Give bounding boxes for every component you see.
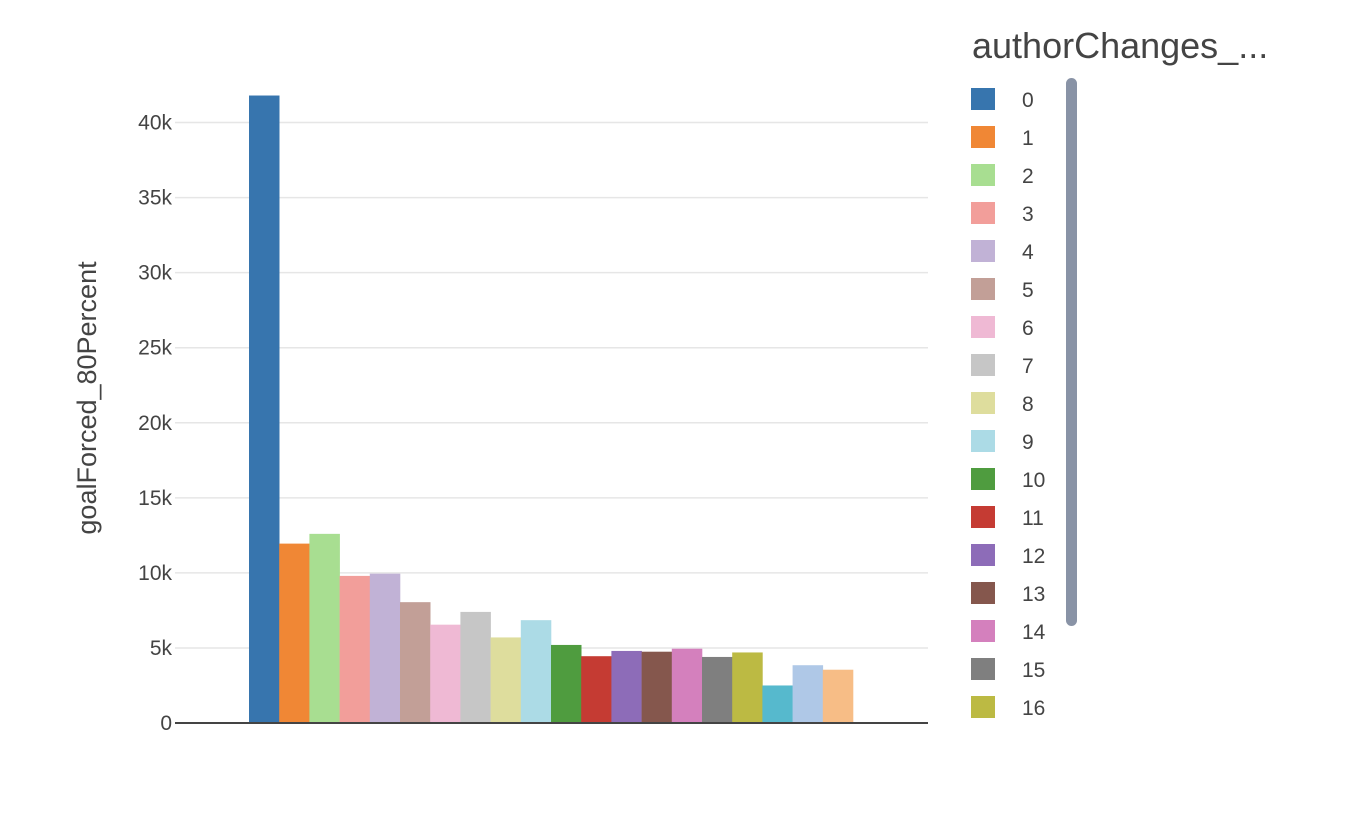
legend-swatch[interactable] — [971, 506, 995, 528]
bar-8[interactable] — [490, 637, 522, 723]
legend-label[interactable]: 5 — [1022, 279, 1034, 302]
legend-swatch[interactable] — [971, 468, 995, 490]
y-tick-label: 15k — [138, 487, 172, 510]
y-tick-label: 30k — [138, 262, 172, 285]
legend-swatch[interactable] — [971, 316, 995, 338]
bar-series-19[interactable] — [822, 669, 854, 723]
legend-label[interactable]: 13 — [1022, 583, 1045, 606]
legend-label[interactable]: 4 — [1022, 241, 1034, 264]
bar-6[interactable] — [430, 624, 461, 723]
bar-9[interactable] — [520, 620, 552, 723]
bar-16[interactable] — [732, 652, 763, 723]
legend-label[interactable]: 9 — [1022, 431, 1034, 454]
bar-5[interactable] — [400, 602, 431, 723]
y-tick-label: 0 — [160, 712, 172, 735]
bar-11[interactable] — [581, 656, 612, 723]
legend-swatch[interactable] — [971, 126, 995, 148]
legend-label[interactable]: 6 — [1022, 317, 1034, 340]
bar-15[interactable] — [702, 656, 733, 723]
legend-swatch[interactable] — [971, 164, 995, 186]
legend-title: authorChanges_... — [972, 25, 1268, 66]
bar-0[interactable] — [249, 95, 280, 723]
y-tick-label: 25k — [138, 337, 172, 360]
legend-label[interactable]: 10 — [1022, 469, 1045, 492]
legend-label[interactable]: 16 — [1022, 697, 1045, 720]
bar-14[interactable] — [671, 648, 703, 723]
legend-swatch[interactable] — [971, 620, 995, 642]
bar-2[interactable] — [309, 533, 340, 723]
legend-swatch[interactable] — [971, 696, 995, 718]
bar-12[interactable] — [611, 650, 642, 723]
y-tick-label: 10k — [138, 562, 172, 585]
y-axis-title: goalForced_80Percent — [72, 261, 102, 535]
legend-swatch[interactable] — [971, 582, 995, 604]
legend-swatch[interactable] — [971, 658, 995, 680]
legend-label[interactable]: 14 — [1022, 621, 1046, 644]
legend-swatch[interactable] — [971, 392, 995, 414]
legend-swatch[interactable] — [971, 88, 995, 110]
legend-label[interactable]: 2 — [1022, 165, 1034, 188]
bar-7[interactable] — [460, 611, 491, 723]
legend-label[interactable]: 7 — [1022, 355, 1034, 378]
legend-swatch[interactable] — [971, 240, 995, 262]
bars[interactable] — [249, 95, 854, 723]
legend-label[interactable]: 3 — [1022, 203, 1034, 226]
legend-label[interactable]: 0 — [1022, 89, 1034, 112]
y-axis: 0 5k 10k 15k 20k 25k 30k 35k 40k — [138, 112, 928, 735]
legend[interactable]: authorChanges_... 0123456789101112131415… — [971, 25, 1268, 720]
legend-label[interactable]: 8 — [1022, 393, 1034, 416]
y-tick-label: 5k — [150, 637, 173, 660]
legend-label[interactable]: 11 — [1022, 507, 1044, 530]
legend-swatch[interactable] — [971, 278, 995, 300]
legend-swatch[interactable] — [971, 430, 995, 452]
bar-1[interactable] — [279, 543, 310, 723]
bar-3[interactable] — [339, 575, 371, 723]
bar-13[interactable] — [641, 651, 673, 723]
legend-swatch[interactable] — [971, 354, 995, 376]
y-tick-label: 20k — [138, 412, 172, 435]
y-tick-label: 35k — [138, 187, 172, 210]
legend-swatch[interactable] — [971, 202, 995, 224]
legend-scrollbar[interactable] — [1066, 78, 1077, 626]
bar-4[interactable] — [369, 573, 401, 723]
legend-label[interactable]: 15 — [1022, 659, 1045, 682]
legend-swatch[interactable] — [971, 544, 995, 566]
bar-series-17[interactable] — [762, 685, 793, 723]
legend-label[interactable]: 12 — [1022, 545, 1045, 568]
bar-10[interactable] — [551, 644, 582, 723]
legend-label[interactable]: 1 — [1022, 127, 1034, 150]
bar-series-18[interactable] — [792, 665, 824, 723]
y-tick-label: 40k — [138, 112, 172, 135]
